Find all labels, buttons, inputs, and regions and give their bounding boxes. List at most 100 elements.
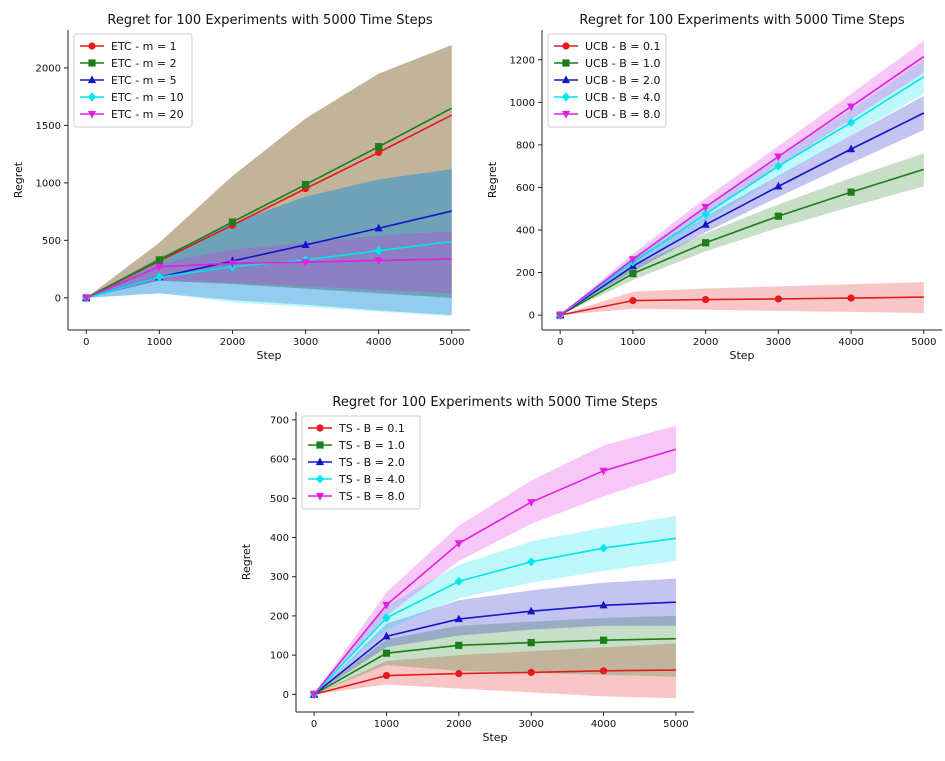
y-tick-label: 1000 bbox=[36, 178, 61, 189]
legend-swatch-marker bbox=[316, 441, 324, 449]
series-1-point bbox=[599, 667, 608, 675]
x-tick-label: 0 bbox=[557, 337, 563, 348]
series-4-band bbox=[86, 169, 452, 317]
series-1-point bbox=[702, 295, 710, 304]
series-1-point bbox=[629, 297, 637, 305]
series-5-point bbox=[82, 294, 91, 303]
series-4-band bbox=[314, 515, 676, 695]
series-2-point bbox=[301, 180, 310, 189]
series-1-line bbox=[85, 114, 453, 299]
legend-swatch-marker bbox=[88, 42, 96, 50]
y-tick-label: 400 bbox=[270, 533, 289, 544]
x-tick-label: 4000 bbox=[366, 337, 391, 348]
chart-1: Regret for 100 Experiments with 5000 Tim… bbox=[12, 13, 470, 362]
series-5-point bbox=[454, 540, 463, 548]
legend-swatch-marker bbox=[87, 75, 97, 84]
y-tick-label: 200 bbox=[270, 611, 289, 622]
series-5-point bbox=[309, 691, 319, 699]
series-3-point bbox=[454, 614, 463, 623]
x-tick-label: 1000 bbox=[374, 719, 399, 730]
legend-swatch-marker bbox=[562, 42, 570, 50]
y-tick-label: 800 bbox=[516, 140, 535, 151]
x-tick-label: 4000 bbox=[838, 337, 863, 348]
series-2-point bbox=[629, 270, 637, 278]
x-tick-label: 1000 bbox=[620, 337, 645, 348]
legend-label: ETC - m = 10 bbox=[111, 91, 184, 104]
x-tick-label: 3000 bbox=[293, 337, 318, 348]
series-1-point bbox=[847, 294, 855, 302]
series-1-line bbox=[313, 669, 676, 696]
series-2-point bbox=[228, 218, 237, 226]
legend-label: TS - B = 4.0 bbox=[338, 473, 405, 486]
y-axis-label: Regret bbox=[486, 161, 499, 198]
series-5-band bbox=[86, 231, 452, 298]
legend-box bbox=[301, 415, 421, 510]
series-2-point bbox=[847, 188, 855, 196]
x-tick-label: 2000 bbox=[446, 719, 471, 730]
series-5-point bbox=[374, 257, 383, 266]
chart-title: Regret for 100 Experiments with 5000 Tim… bbox=[107, 13, 432, 28]
chart-title: Regret for 100 Experiments with 5000 Tim… bbox=[579, 13, 904, 28]
series-1-band bbox=[86, 44, 452, 298]
series-3-band bbox=[86, 169, 452, 316]
chart-3: Regret for 100 Experiments with 5000 Tim… bbox=[240, 395, 694, 744]
legend-swatch-marker bbox=[87, 110, 97, 119]
series-5-point bbox=[599, 467, 608, 476]
y-tick-label: 400 bbox=[516, 226, 535, 237]
x-tick-label: 3000 bbox=[766, 337, 791, 348]
y-tick-label: 500 bbox=[42, 236, 61, 247]
x-tick-label: 0 bbox=[83, 337, 89, 348]
x-tick-label: 1000 bbox=[147, 337, 172, 348]
x-axis-label: Step bbox=[256, 349, 281, 362]
series-5-point bbox=[628, 256, 638, 264]
series-5-point bbox=[228, 260, 237, 268]
series-3-point bbox=[382, 631, 391, 640]
series-3-point bbox=[599, 600, 608, 609]
series-4-point bbox=[599, 543, 608, 553]
y-tick-label: 100 bbox=[270, 651, 289, 662]
series-1-point bbox=[774, 295, 782, 303]
legend-swatch-marker bbox=[315, 457, 325, 466]
legend-swatch-marker bbox=[561, 75, 571, 84]
legend-label: TS - B = 2.0 bbox=[338, 456, 405, 469]
series-3-line bbox=[313, 601, 676, 695]
legend-swatch-marker bbox=[316, 424, 324, 432]
series-5-point bbox=[527, 499, 536, 507]
y-tick-label: 1500 bbox=[36, 121, 61, 132]
y-tick-label: 600 bbox=[516, 183, 535, 194]
y-tick-label: 0 bbox=[55, 293, 61, 304]
y-tick-label: 300 bbox=[270, 572, 289, 583]
legend-label: ETC - m = 2 bbox=[111, 57, 177, 70]
series-3-point bbox=[774, 181, 783, 190]
series-2-line bbox=[85, 107, 453, 299]
legend-label: UCB - B = 2.0 bbox=[585, 74, 661, 87]
y-tick-label: 0 bbox=[529, 311, 535, 322]
series-5-band bbox=[314, 425, 676, 695]
series-2-point bbox=[599, 636, 608, 644]
x-tick-label: 2000 bbox=[220, 337, 245, 348]
series-2-band bbox=[560, 153, 924, 316]
series-5-point bbox=[382, 601, 391, 610]
series-2-point bbox=[774, 212, 782, 220]
series-2-point bbox=[375, 143, 383, 151]
x-tick-label: 3000 bbox=[518, 719, 543, 730]
x-tick-label: 5000 bbox=[911, 337, 936, 348]
series-1-line bbox=[560, 296, 924, 316]
legend-box bbox=[73, 33, 193, 128]
series-3-line bbox=[559, 112, 925, 316]
series-3-point bbox=[374, 223, 383, 232]
y-tick-label: 700 bbox=[270, 415, 289, 426]
legend-label: ETC - m = 1 bbox=[111, 40, 177, 53]
series-1-point bbox=[375, 148, 383, 157]
legend-label: ETC - m = 5 bbox=[111, 74, 177, 87]
y-tick-label: 1000 bbox=[510, 98, 535, 109]
series-2-line bbox=[559, 168, 925, 316]
chart-title: Regret for 100 Experiments with 5000 Tim… bbox=[332, 395, 657, 410]
series-3-point bbox=[527, 606, 536, 615]
legend-swatch-marker bbox=[88, 59, 96, 67]
series-2-point bbox=[382, 649, 391, 657]
legend-swatch-marker bbox=[87, 92, 97, 102]
series-5-line bbox=[559, 55, 925, 316]
series-4-line bbox=[313, 537, 677, 695]
